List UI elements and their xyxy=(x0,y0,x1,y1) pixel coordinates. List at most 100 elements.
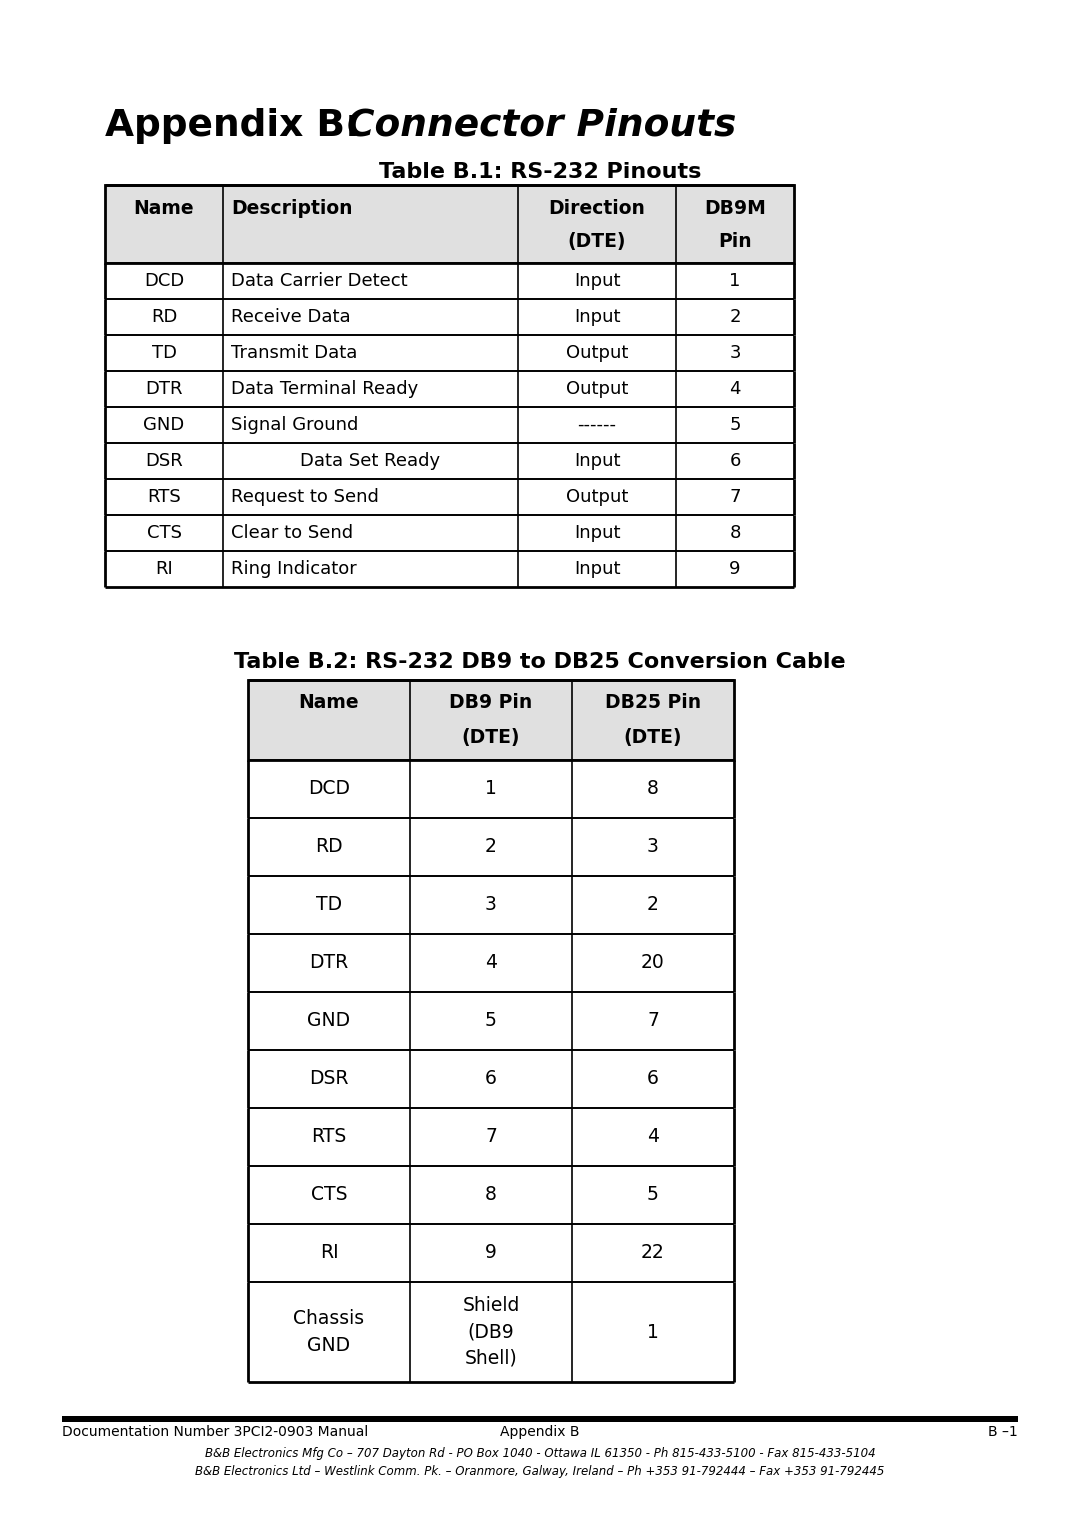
Text: (DTE): (DTE) xyxy=(624,728,683,748)
Bar xyxy=(248,1050,734,1109)
Bar xyxy=(105,479,794,515)
Bar xyxy=(248,680,734,760)
Bar xyxy=(248,760,734,818)
Text: 22: 22 xyxy=(642,1243,665,1263)
Text: 7: 7 xyxy=(485,1127,497,1147)
Text: Chassis
GND: Chassis GND xyxy=(294,1309,365,1355)
Text: 4: 4 xyxy=(729,381,741,398)
Bar xyxy=(105,443,794,479)
Text: 6: 6 xyxy=(485,1069,497,1089)
Bar xyxy=(105,335,794,372)
Text: Description: Description xyxy=(231,199,352,219)
Bar xyxy=(248,876,734,934)
Text: B&B Electronics Mfg Co – 707 Dayton Rd - PO Box 1040 - Ottawa IL 61350 - Ph 815-: B&B Electronics Mfg Co – 707 Dayton Rd -… xyxy=(205,1446,875,1460)
Bar xyxy=(105,407,794,443)
Text: Pin: Pin xyxy=(718,232,752,251)
Text: Name: Name xyxy=(299,693,360,713)
Bar xyxy=(248,680,734,760)
Bar xyxy=(248,934,734,992)
Text: 2: 2 xyxy=(485,838,497,856)
Text: Signal Ground: Signal Ground xyxy=(231,416,359,434)
Text: DCD: DCD xyxy=(144,272,184,291)
Text: Output: Output xyxy=(566,488,629,506)
Text: Request to Send: Request to Send xyxy=(231,488,379,506)
Text: Input: Input xyxy=(573,453,620,469)
Text: 5: 5 xyxy=(485,1012,497,1031)
Text: Input: Input xyxy=(573,272,620,291)
Text: 1: 1 xyxy=(729,272,741,291)
Text: 1: 1 xyxy=(647,1323,659,1341)
Text: 4: 4 xyxy=(485,954,497,972)
Text: 8: 8 xyxy=(485,1185,497,1205)
Text: DSR: DSR xyxy=(145,453,183,469)
Text: Data Set Ready: Data Set Ready xyxy=(300,453,441,469)
Text: TD: TD xyxy=(316,896,342,914)
Text: TD: TD xyxy=(151,344,176,362)
Text: 8: 8 xyxy=(647,780,659,798)
Bar xyxy=(105,550,794,587)
Text: Input: Input xyxy=(573,524,620,541)
Bar xyxy=(248,1167,734,1225)
Text: DB25 Pin: DB25 Pin xyxy=(605,693,701,713)
Bar xyxy=(62,1416,1018,1422)
Text: ------: ------ xyxy=(578,416,617,434)
Bar xyxy=(248,992,734,1050)
Text: 6: 6 xyxy=(647,1069,659,1089)
Text: Direction: Direction xyxy=(549,199,646,219)
Text: 3: 3 xyxy=(647,838,659,856)
Text: Ring Indicator: Ring Indicator xyxy=(231,560,356,578)
Text: RD: RD xyxy=(151,307,177,326)
Bar xyxy=(248,818,734,876)
Text: Connector Pinouts: Connector Pinouts xyxy=(347,109,737,144)
Text: 2: 2 xyxy=(647,896,659,914)
Text: 9: 9 xyxy=(729,560,741,578)
Bar xyxy=(105,263,794,300)
Text: 5: 5 xyxy=(647,1185,659,1205)
Text: B&B Electronics Ltd – Westlink Comm. Pk. – Oranmore, Galway, Ireland – Ph +353 9: B&B Electronics Ltd – Westlink Comm. Pk.… xyxy=(195,1465,885,1479)
Text: 7: 7 xyxy=(729,488,741,506)
Text: GND: GND xyxy=(308,1012,351,1031)
Text: DCD: DCD xyxy=(308,780,350,798)
Text: CTS: CTS xyxy=(311,1185,348,1205)
Text: 5: 5 xyxy=(729,416,741,434)
Text: Name: Name xyxy=(134,199,194,219)
Text: 3: 3 xyxy=(729,344,741,362)
Text: B –1: B –1 xyxy=(988,1425,1018,1439)
Text: Shield
(DB9
Shell): Shield (DB9 Shell) xyxy=(462,1297,519,1368)
Bar xyxy=(105,515,794,550)
Bar xyxy=(248,1225,734,1281)
Text: (DTE): (DTE) xyxy=(568,232,626,251)
Text: Data Terminal Ready: Data Terminal Ready xyxy=(231,381,418,398)
Text: RTS: RTS xyxy=(311,1127,347,1147)
Text: RD: RD xyxy=(315,838,342,856)
Text: RI: RI xyxy=(156,560,173,578)
Text: DB9 Pin: DB9 Pin xyxy=(449,693,532,713)
Text: Appendix B:: Appendix B: xyxy=(105,109,373,144)
Text: RTS: RTS xyxy=(147,488,180,506)
Text: Output: Output xyxy=(566,344,629,362)
Bar xyxy=(105,185,794,263)
Text: DSR: DSR xyxy=(309,1069,349,1089)
Text: Transmit Data: Transmit Data xyxy=(231,344,357,362)
Bar xyxy=(105,372,794,407)
Text: Table B.2: RS-232 DB9 to DB25 Conversion Cable: Table B.2: RS-232 DB9 to DB25 Conversion… xyxy=(234,651,846,673)
Text: 6: 6 xyxy=(729,453,741,469)
Text: 2: 2 xyxy=(729,307,741,326)
Text: (DTE): (DTE) xyxy=(462,728,521,748)
Text: 20: 20 xyxy=(642,954,665,972)
Bar xyxy=(105,185,794,263)
Text: Input: Input xyxy=(573,307,620,326)
Text: Documentation Number 3PCI2-0903 Manual: Documentation Number 3PCI2-0903 Manual xyxy=(62,1425,368,1439)
Bar xyxy=(105,300,794,335)
Text: Receive Data: Receive Data xyxy=(231,307,351,326)
Text: DTR: DTR xyxy=(309,954,349,972)
Text: 1: 1 xyxy=(485,780,497,798)
Text: DTR: DTR xyxy=(145,381,183,398)
Text: 8: 8 xyxy=(729,524,741,541)
Text: Data Carrier Detect: Data Carrier Detect xyxy=(231,272,407,291)
Bar xyxy=(248,1109,734,1167)
Text: DB9M: DB9M xyxy=(704,199,766,219)
Text: Appendix B: Appendix B xyxy=(500,1425,580,1439)
Text: Output: Output xyxy=(566,381,629,398)
Text: Clear to Send: Clear to Send xyxy=(231,524,353,541)
